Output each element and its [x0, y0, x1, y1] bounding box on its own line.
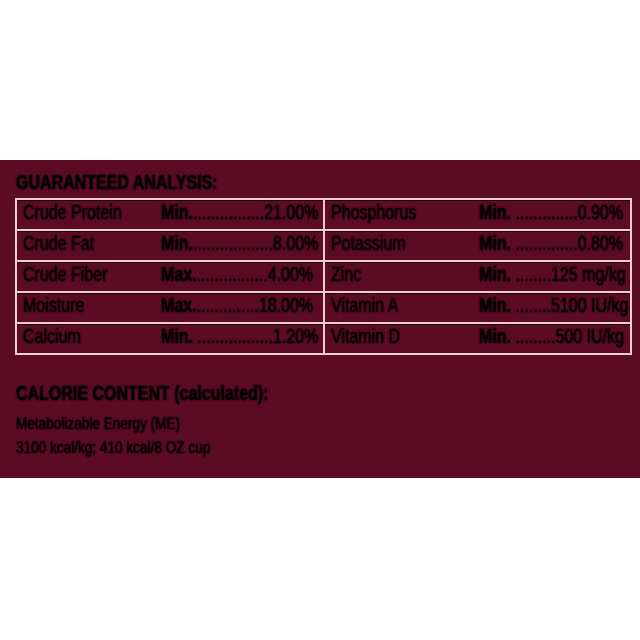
analysis-row: Vitamin D Min. .........500 IU/kg: [324, 322, 630, 353]
nutrient-name: Potassium: [330, 233, 406, 255]
nutrient-value: Min. ..............0.90%: [478, 202, 623, 224]
calorie-line-1: Metabolizable Energy (ME): [16, 414, 181, 433]
nutrient-value: Max.................4.00%: [161, 264, 314, 286]
nutrient-value: Min. .................1.20%: [161, 326, 319, 348]
guaranteed-analysis-title: GUARANTEED ANALYSIS:: [16, 172, 218, 194]
nutrient-value: Min. ........5100 IU/kg: [478, 295, 628, 317]
analysis-row: Crude Fiber Max.................4.00%: [17, 260, 323, 291]
analysis-row: Phosphorus Min. ..............0.90%: [325, 200, 631, 229]
nutrient-name: Calcium: [23, 326, 81, 348]
nutrient-value: Min.................21.00%: [161, 202, 319, 224]
nutrient-value: Min. ........125 mg/kg: [478, 264, 626, 286]
analysis-row: Zinc Min. ........125 mg/kg: [324, 260, 630, 291]
calorie-content-title: CALORIE CONTENT (calculated):: [16, 383, 269, 405]
guaranteed-analysis-table: Crude Protein Min.................21.00% C…: [15, 198, 632, 355]
analysis-row: Potassium Min. ..............0.80%: [324, 229, 630, 260]
nutrient-value: Max...............18.00%: [161, 295, 314, 317]
nutrient-name: Zinc: [330, 264, 361, 286]
nutrient-name: Crude Fiber: [23, 264, 108, 286]
nutrition-panel: [0, 160, 640, 478]
right-column: Phosphorus Min. ..............0.90% Potass…: [322, 200, 631, 353]
analysis-row: Vitamin A Min. ........5100 IU/kg: [324, 291, 630, 322]
nutrient-value: Min...................8.00%: [161, 233, 319, 255]
analysis-row: Moisture Max...............18.00%: [17, 291, 323, 322]
nutrient-name: Vitamin A: [330, 295, 398, 317]
analysis-row: Calcium Min. .................1.20%: [17, 322, 323, 353]
nutrient-name: Moisture: [23, 295, 85, 317]
nutrient-value: Min. .........500 IU/kg: [478, 326, 624, 348]
nutrient-name: Vitamin D: [330, 326, 400, 348]
nutrient-name: Phosphorus: [330, 202, 416, 224]
left-column: Crude Protein Min.................21.00% C…: [17, 200, 323, 353]
calorie-line-2: 3100 kcal/kg; 410 kcal/8 OZ cup: [16, 438, 211, 457]
nutrient-name: Crude Fat: [23, 233, 95, 255]
nutrient-name: Crude Protein: [23, 202, 122, 224]
nutrient-value: Min. ..............0.80%: [478, 233, 623, 255]
analysis-row: Crude Protein Min.................21.00%: [17, 200, 323, 229]
analysis-row: Crude Fat Min...................8.00%: [17, 229, 323, 260]
